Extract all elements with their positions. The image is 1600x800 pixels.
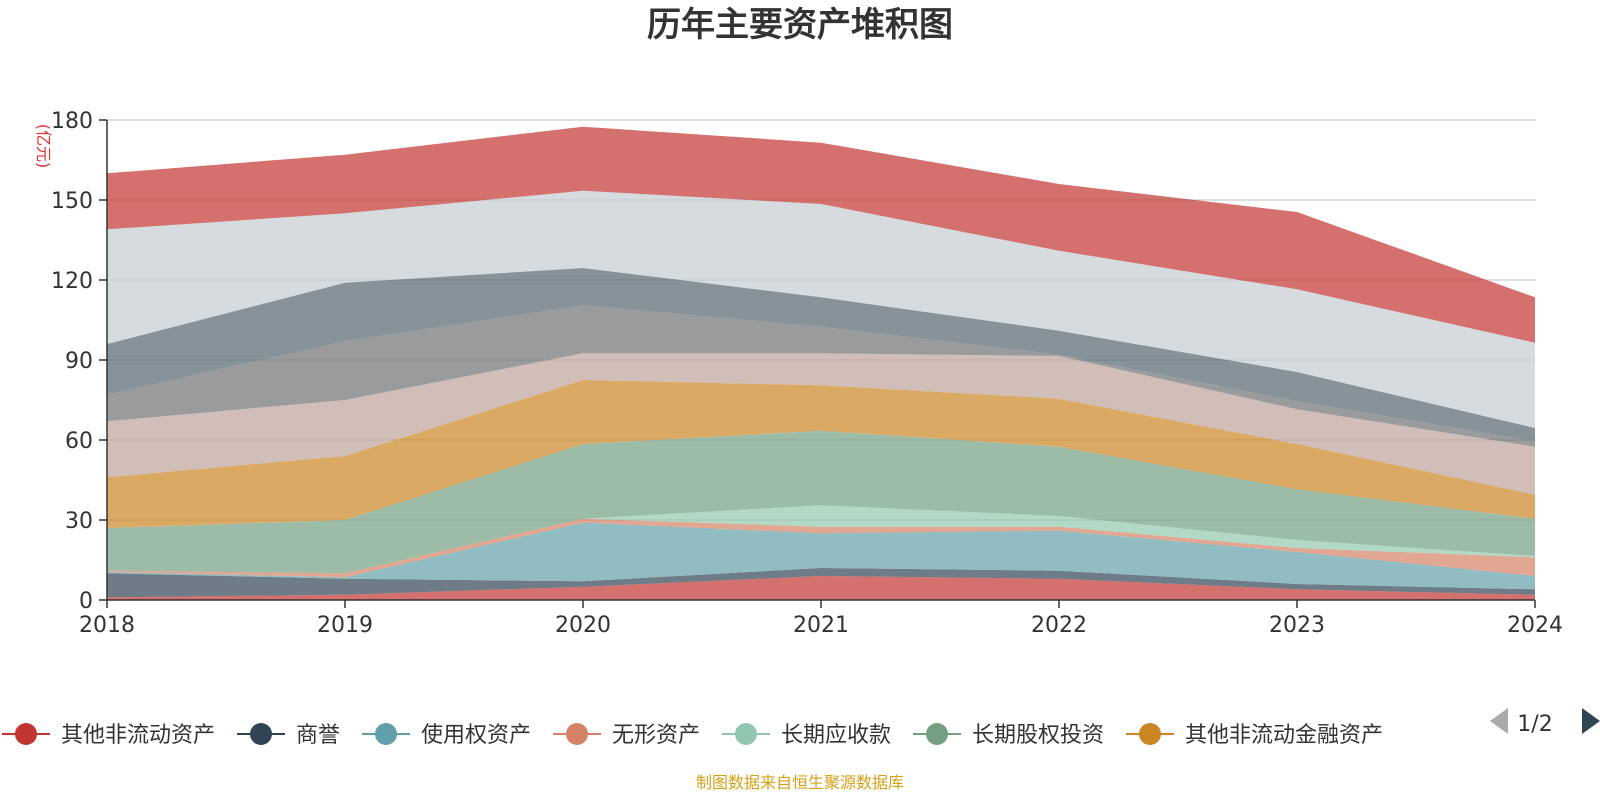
x-tick-label: 2022 [1031, 613, 1087, 638]
legend-marker [566, 723, 588, 745]
legend-label: 商誉 [296, 723, 340, 748]
legend-label: 其他非流动金融资产 [1185, 723, 1383, 748]
pager-indicator: 1/2 [1517, 712, 1552, 737]
y-tick-label: 30 [65, 509, 93, 534]
legend-marker [250, 723, 272, 745]
legend-marker [375, 723, 397, 745]
area-series-9 [107, 305, 1535, 447]
legend-label: 长期应收款 [781, 723, 891, 748]
area-series-3 [107, 522, 1535, 590]
x-tick-label: 2023 [1269, 613, 1325, 638]
y-tick-label: 90 [65, 349, 93, 374]
legend: 其他非流动资产 商誉 使用权资产 无形资产 长期应收款 长期股权投资 其他非流动金融资产 [2, 723, 1383, 748]
x-tick-label: 2024 [1507, 613, 1563, 638]
area-series-8 [107, 353, 1535, 495]
x-tick-label: 2019 [317, 613, 373, 638]
y-tick-label: 120 [51, 269, 93, 294]
legend-pager: 1/2 [1490, 708, 1600, 737]
legend-label: 其他非流动资产 [61, 723, 215, 748]
chart-title: 历年主要资产堆积图 [647, 5, 953, 45]
y-tick-label: 0 [79, 589, 93, 614]
y-axis-label: (亿元) [34, 124, 53, 169]
legend-item[interactable]: 长期应收款 [722, 723, 891, 748]
legend-item[interactable]: 商誉 [237, 723, 340, 748]
area-series-11 [107, 190, 1535, 428]
legend-marker [926, 723, 948, 745]
area-series-7 [107, 380, 1535, 528]
area-series-12 [107, 126, 1535, 343]
legend-marker [735, 723, 757, 745]
legend-item[interactable]: 使用权资产 [362, 723, 531, 748]
area-series-10 [107, 268, 1535, 442]
pager-next-icon[interactable] [1582, 708, 1600, 734]
legend-item[interactable]: 其他非流动金融资产 [1126, 723, 1383, 748]
area-series-4 [107, 518, 1535, 578]
x-tick-label: 2018 [79, 613, 135, 638]
y-tick-label: 180 [51, 109, 93, 134]
area-series-1 [107, 576, 1535, 600]
area-series-6 [107, 430, 1535, 574]
legend-label: 无形资产 [612, 723, 700, 748]
pager-prev-icon[interactable] [1490, 708, 1508, 734]
legend-item[interactable]: 其他非流动资产 [2, 723, 215, 748]
source-note: 制图数据来自恒生聚源数据库 [696, 773, 904, 792]
area-series-5 [107, 505, 1535, 574]
y-tick-label: 60 [65, 429, 93, 454]
legend-marker [1139, 723, 1161, 745]
axes: 0 30 60 90 120 150 180 2018 2019 2020 2021 2022 2023… [51, 109, 1563, 638]
x-tick-label: 2021 [793, 613, 849, 638]
y-tick-label: 150 [51, 189, 93, 214]
x-tick-label: 2020 [555, 613, 611, 638]
legend-label: 长期股权投资 [972, 723, 1104, 748]
legend-marker [15, 723, 37, 745]
area-series-2 [107, 568, 1535, 598]
area-series [107, 126, 1535, 600]
legend-label: 使用权资产 [421, 723, 531, 748]
legend-item[interactable]: 长期股权投资 [913, 723, 1104, 748]
legend-item[interactable]: 无形资产 [553, 723, 700, 748]
